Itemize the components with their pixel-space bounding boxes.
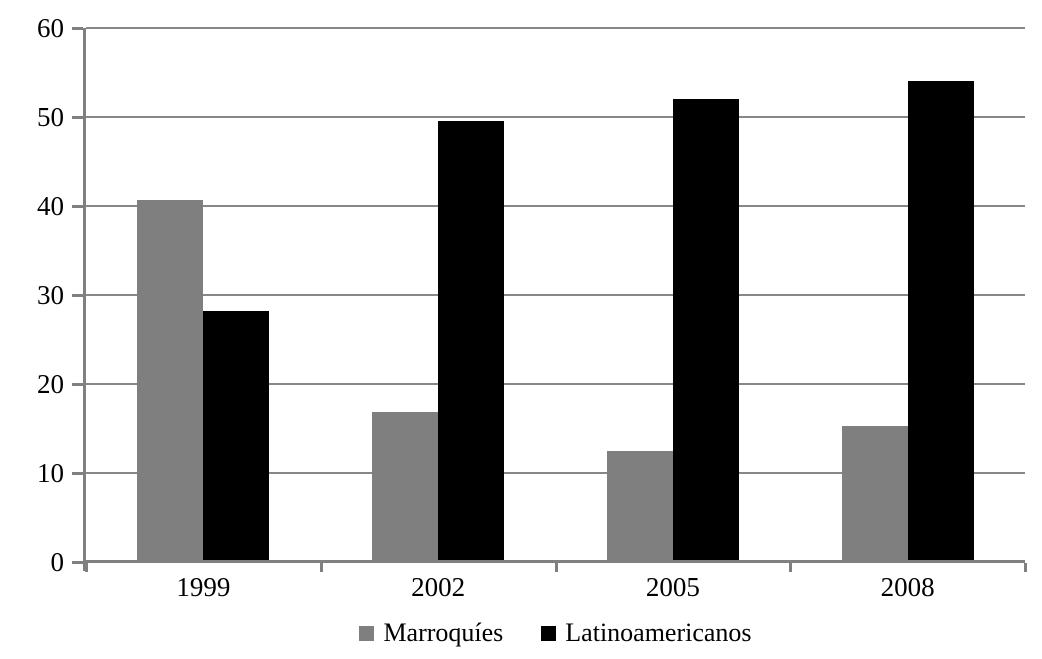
x-axis-tick-2 (554, 563, 558, 572)
legend-label-latinoamericanos: Latinoamericanos (565, 618, 752, 647)
y-axis-tick-label-0: 0 (50, 547, 65, 577)
y-axis-tick-50 (72, 116, 83, 119)
x-axis-line (83, 560, 1025, 563)
x-axis-tick-1 (319, 563, 323, 572)
bar-marroquies-1999 (137, 199, 204, 562)
y-axis-tick-label-30: 30 (37, 280, 64, 310)
x-axis-category-label-1999: 1999 (176, 572, 231, 602)
y-axis-line (83, 28, 86, 571)
plot-area (86, 27, 1025, 562)
x-axis-tick-0 (85, 563, 88, 572)
bar-latinoamericanos-1999 (203, 311, 270, 562)
legend-item-latinoamericanos: Latinoamericanos (541, 618, 752, 647)
y-axis-tick-label-50: 50 (37, 102, 64, 132)
y-axis-tick-30 (72, 294, 83, 297)
bar-latinoamericanos-2005 (672, 99, 739, 562)
bar-marroquies-2002 (372, 412, 439, 562)
y-axis-tick-label-10: 10 (37, 458, 64, 488)
bar-marroquies-2008 (841, 425, 908, 562)
y-axis-tick-label-60: 60 (37, 13, 64, 43)
x-axis-tick-3 (789, 563, 793, 572)
legend-swatch-marroquies-icon (359, 625, 375, 641)
y-axis-tick-label-20: 20 (37, 369, 64, 399)
gridline-20 (86, 383, 1025, 385)
legend: Marroquíes Latinoamericanos (86, 615, 1025, 651)
gridline-50 (86, 116, 1025, 118)
legend-label-marroquies: Marroquíes (383, 618, 504, 647)
gridline-40 (86, 205, 1025, 207)
legend-swatch-latinoamericanos-icon (541, 625, 557, 641)
y-axis-tick-10 (72, 472, 83, 475)
bar-marroquies-2005 (606, 450, 673, 562)
x-axis-category-label-2008: 2008 (880, 572, 935, 602)
y-axis-tick-20 (72, 383, 83, 386)
y-axis-tick-label-40: 40 (37, 191, 64, 221)
y-axis-tick-40 (72, 205, 83, 208)
x-axis-tick-4 (1024, 563, 1027, 572)
gridline-30 (86, 294, 1025, 296)
gridline-10 (86, 472, 1025, 474)
bar-latinoamericanos-2002 (438, 121, 505, 562)
x-axis-category-label-2002: 2002 (411, 572, 466, 602)
legend-item-marroquies: Marroquíes (359, 620, 503, 646)
y-axis-tick-0 (72, 561, 83, 564)
x-axis-category-label-2005: 2005 (645, 572, 700, 602)
y-axis-tick-60 (72, 27, 83, 30)
gridline-60 (86, 27, 1025, 29)
bar-latinoamericanos-2008 (907, 81, 974, 562)
